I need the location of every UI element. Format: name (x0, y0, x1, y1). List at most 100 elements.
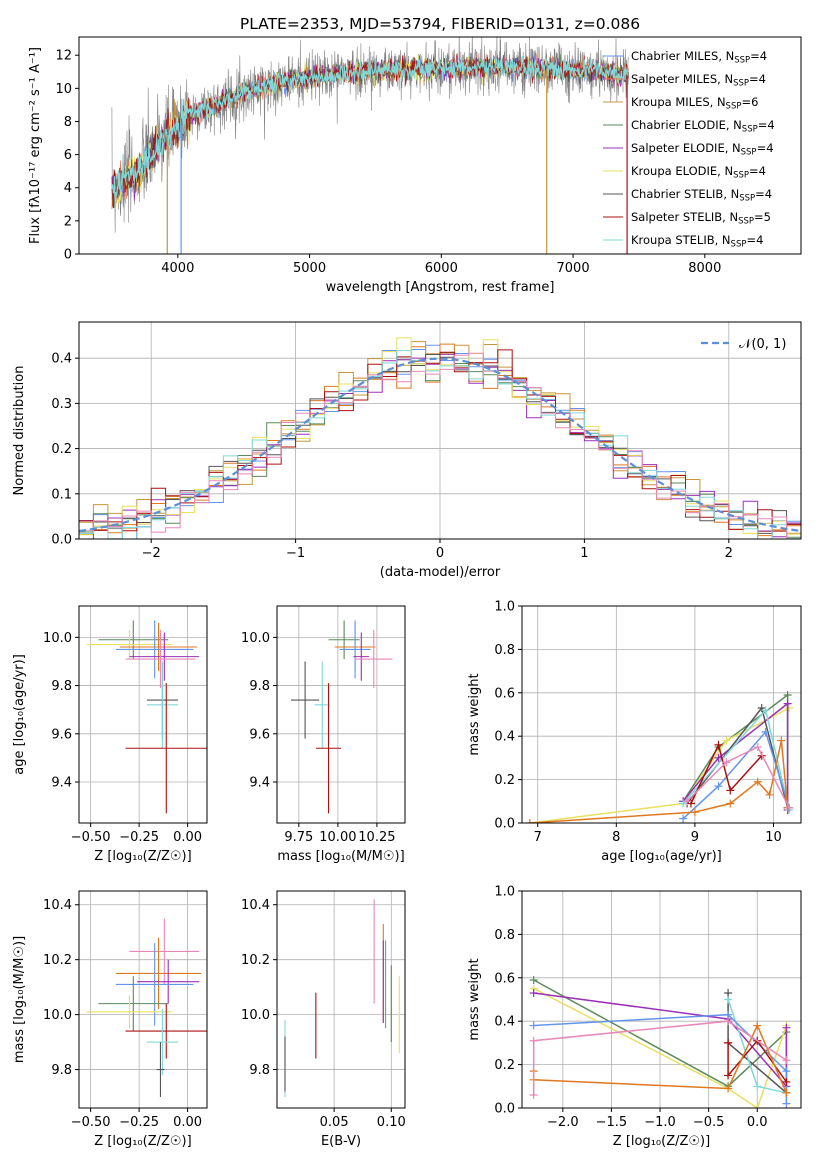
x-axis-label: Z [log₁₀(Z/Z☉)] (94, 849, 191, 864)
x-tick-label: −0.50 (71, 1115, 111, 1130)
y-tick-label: 9.6 (249, 727, 270, 742)
data-point (726, 786, 735, 795)
y-tick-label: 9.8 (51, 679, 72, 694)
chart-residuals: −2 −1 0 1 2 0.0 0.1 0.2 0.3 0.4 (data-model)/error… (12, 321, 802, 580)
x-tick-label: 0.00 (173, 830, 202, 845)
y-tick-label: 0.0 (494, 1102, 515, 1117)
axes-frame (521, 890, 802, 1109)
legend-entry: Chabrier STELIB, NSSP=4 (631, 187, 772, 204)
y-tick-label: 10 (55, 82, 72, 97)
y-tick-label: 1.0 (494, 600, 515, 615)
x-tick-label: −0.25 (119, 1115, 159, 1130)
legend-label: Salpeter MILES, N (631, 72, 733, 86)
grid (277, 606, 405, 823)
histogram-salpeter_stelib (79, 349, 801, 532)
legend-entry: Salpeter MILES, NSSP=4 (631, 72, 766, 89)
x-tick-label: 0.10 (377, 1115, 406, 1130)
data-point (782, 1067, 791, 1076)
legend: 𝒩(0, 1) (701, 337, 786, 352)
data-point (722, 758, 731, 767)
legend-tail: =4 (749, 164, 766, 178)
axes-frame (78, 321, 802, 540)
data-point (529, 975, 538, 984)
y-tick-label: 1.0 (494, 885, 515, 900)
x-tick-label: 5000 (293, 261, 326, 276)
model-spectrum-kroupa_stelib (111, 55, 629, 209)
data-point (753, 1082, 762, 1091)
data-point (761, 727, 770, 736)
legend-sub: SSP (731, 240, 747, 250)
x-tick-label: −1.5 (596, 1115, 628, 1130)
y-axis-label: Normed distribution (12, 366, 27, 496)
x-tick-label: 7000 (557, 261, 590, 276)
axes-frame (276, 890, 406, 1109)
x-tick-label: 6000 (425, 261, 458, 276)
x-tick-label: 9 (691, 830, 699, 845)
legend-tail: =4 (757, 141, 774, 155)
y-tick-label: 0.0 (494, 817, 515, 832)
y-tick-label: 10.4 (43, 898, 72, 913)
legend-label: Kroupa ELODIE, N (631, 164, 733, 178)
weight-series-salpeter_stelib (690, 742, 763, 804)
legend-tail: =6 (741, 95, 758, 109)
legend-sub: SSP (733, 171, 749, 181)
data-point (783, 699, 792, 708)
y-axis-label: Flux [fλ10⁻¹⁷ erg cm⁻² s⁻¹ A⁻¹] (28, 47, 43, 244)
y-tick-label: 2 (64, 214, 72, 229)
chart-title: PLATE=2353, MJD=53794, FIBERID=0131, z=0… (240, 15, 640, 33)
plot-area (291, 620, 393, 814)
y-axis-label: mass weight (467, 958, 482, 1040)
data-point (724, 1017, 733, 1026)
x-tick-label: 0.00 (173, 1115, 202, 1130)
y-tick-label: 0.6 (494, 686, 515, 701)
data-point (724, 1071, 733, 1080)
legend-label: Kroupa MILES, N (631, 95, 726, 109)
weight-series-chabrier_stelib (686, 706, 789, 808)
data-point (753, 743, 762, 752)
data-point (525, 819, 534, 823)
y-tick-label: 10.0 (43, 631, 72, 646)
x-tick-label: 0.05 (320, 1115, 349, 1130)
data-point (783, 690, 792, 699)
data-point (722, 736, 731, 745)
y-tick-label: 0.2 (494, 773, 515, 788)
legend-entry: Kroupa MILES, NSSP=6 (631, 95, 758, 112)
legend-sub: SSP (739, 194, 755, 204)
x-tick-label: 0.0 (747, 1115, 768, 1130)
x-tick-label: 1 (580, 546, 588, 561)
histogram-pink (79, 352, 801, 539)
y-tick-label: 10.2 (43, 953, 72, 968)
data-point (724, 995, 733, 1004)
data-point (529, 1021, 538, 1030)
data-point (782, 1023, 791, 1032)
data-point (724, 1084, 733, 1093)
x-tick-label: −1.0 (644, 1115, 676, 1130)
x-tick-label: −2.0 (547, 1115, 579, 1130)
y-axis-label: mass weight (467, 673, 482, 755)
y-tick-label: 4 (64, 181, 72, 196)
x-tick-label: 4000 (161, 261, 194, 276)
axes-frame (78, 605, 208, 824)
y-tick-label: 0.4 (494, 730, 515, 745)
y-tick-label: 0.8 (494, 928, 515, 943)
x-tick-label: 10.25 (358, 830, 395, 845)
y-tick-label: 9.6 (51, 727, 72, 742)
data-point (782, 1056, 791, 1065)
legend-label: Kroupa STELIB, N (631, 233, 731, 247)
legend-label: Chabrier STELIB, N (631, 187, 739, 201)
chart-weight_vs_age: 7 8 9 10 0.0 0.2 0.4 0.6 0.8 1.0 age [log₁₀(age/yr… (467, 600, 802, 864)
data-point (690, 808, 699, 817)
data-point (529, 1090, 538, 1099)
chart-weight_vs_Z: −2.0 −1.5 −1.0 −0.5 0.0 0.0 0.2 0.4 0.6 0.8 1.0 Z [… (467, 885, 802, 1149)
data-point (683, 797, 692, 806)
y-tick-label: 0.0 (51, 533, 72, 548)
y-tick-label: 9.8 (51, 1063, 72, 1078)
chart-mass_vs_Z: −0.50 −0.25 0.00 9.8 10.0 10.2 10.4 Z [log₁₀(Z/… (12, 890, 208, 1149)
x-axis-label: wavelength [Angstrom, rest frame] (326, 280, 555, 295)
data-point (753, 1021, 762, 1030)
plot-area (86, 620, 207, 814)
legend-tail: =4 (746, 233, 763, 247)
data-point (782, 1088, 791, 1097)
y-tick-label: 0.2 (51, 442, 72, 457)
